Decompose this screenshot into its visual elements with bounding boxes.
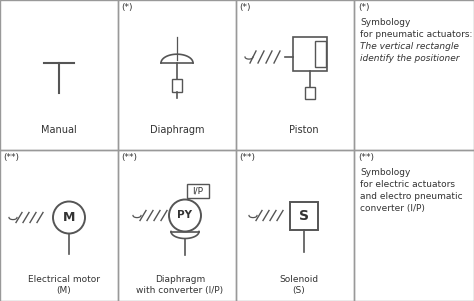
Circle shape (53, 201, 85, 234)
Bar (354, 0, 474, 150)
Circle shape (169, 200, 201, 231)
Text: (*): (*) (121, 3, 133, 12)
Text: with converter (I/P): with converter (I/P) (137, 286, 224, 294)
Text: The vertical rectangle: The vertical rectangle (360, 42, 459, 51)
Text: and electro pneumatic: and electro pneumatic (360, 192, 463, 201)
Bar (236, 150, 354, 301)
Text: (*): (*) (358, 3, 370, 12)
Bar (354, 150, 474, 301)
Bar (315, 41, 326, 67)
Text: Diaphragm: Diaphragm (150, 125, 204, 135)
Bar (290, 201, 318, 229)
Text: (**): (**) (121, 153, 137, 162)
Text: I/P: I/P (192, 186, 203, 195)
Text: Solenoid: Solenoid (280, 275, 319, 284)
Text: Diaphragm: Diaphragm (155, 275, 205, 284)
Text: (**): (**) (358, 153, 374, 162)
Bar (118, 0, 236, 150)
Text: PY: PY (177, 210, 192, 221)
Bar (305, 87, 315, 99)
Text: (**): (**) (239, 153, 255, 162)
Text: Manual: Manual (41, 125, 77, 135)
Bar (172, 79, 182, 92)
Bar (118, 150, 236, 301)
Bar (0, 150, 118, 301)
Bar (0, 0, 118, 150)
Text: Symbology: Symbology (360, 18, 410, 27)
Text: Symbology: Symbology (360, 168, 410, 177)
Text: Piston: Piston (289, 125, 319, 135)
Bar (236, 0, 354, 150)
Bar (293, 37, 327, 71)
Text: (**): (**) (3, 153, 19, 162)
Bar (187, 184, 209, 197)
Text: for pneumatic actuators:: for pneumatic actuators: (360, 30, 473, 39)
Text: converter (I/P): converter (I/P) (360, 204, 425, 213)
Text: (M): (M) (56, 286, 72, 294)
Text: S: S (299, 209, 309, 222)
Text: identify the positioner: identify the positioner (360, 54, 459, 63)
Text: (*): (*) (239, 3, 250, 12)
Text: M: M (63, 211, 75, 224)
Text: for electric actuators: for electric actuators (360, 180, 455, 189)
Text: (S): (S) (292, 286, 305, 294)
Text: Electrical motor: Electrical motor (28, 275, 100, 284)
